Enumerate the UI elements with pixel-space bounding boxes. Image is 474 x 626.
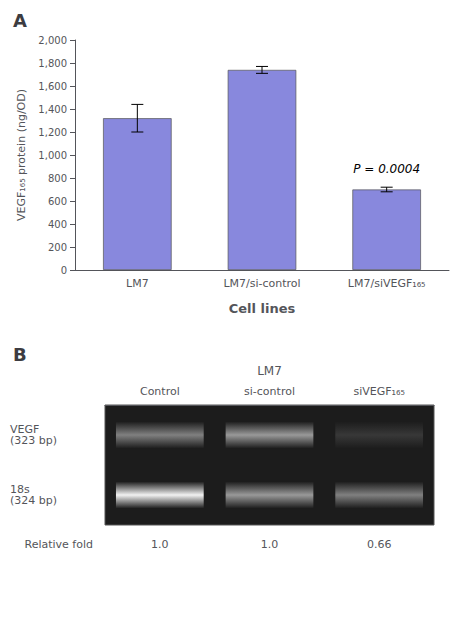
svg-text:0.66: 0.66	[367, 538, 392, 551]
svg-text:1.0: 1.0	[261, 538, 279, 551]
svg-text:LM7: LM7	[257, 364, 282, 378]
svg-text:(324 bp): (324 bp)	[10, 494, 57, 507]
svg-text:A: A	[13, 10, 27, 31]
svg-text:P = 0.0004: P = 0.0004	[353, 162, 420, 176]
svg-text:0: 0	[61, 265, 67, 276]
svg-text:400: 400	[48, 219, 67, 230]
svg-text:Control: Control	[140, 385, 180, 398]
svg-text:600: 600	[48, 196, 67, 207]
svg-text:18s: 18s	[10, 483, 30, 496]
svg-text:1,400: 1,400	[38, 104, 67, 115]
svg-text:1,600: 1,600	[38, 81, 67, 92]
svg-text:(323 bp): (323 bp)	[10, 434, 57, 447]
svg-text:VEGF₁₆₅ protein (ng/OD): VEGF₁₆₅ protein (ng/OD)	[15, 89, 28, 221]
svg-text:LM7/siVEGF₁₆₅: LM7/siVEGF₁₆₅	[348, 277, 426, 290]
svg-text:200: 200	[48, 242, 67, 253]
svg-text:B: B	[13, 344, 27, 365]
svg-text:Cell lines: Cell lines	[229, 301, 296, 316]
svg-text:siVEGF₁₆₅: siVEGF₁₆₅	[353, 385, 404, 398]
svg-text:LM7: LM7	[126, 277, 149, 290]
svg-text:1,800: 1,800	[38, 58, 67, 69]
svg-text:1,000: 1,000	[38, 150, 67, 161]
svg-text:LM7/si-control: LM7/si-control	[223, 277, 300, 290]
svg-text:VEGF: VEGF	[10, 423, 40, 436]
svg-text:Relative fold: Relative fold	[25, 538, 94, 551]
svg-text:1,200: 1,200	[38, 127, 67, 138]
svg-text:1.0: 1.0	[151, 538, 169, 551]
svg-text:800: 800	[48, 173, 67, 184]
svg-text:2,000: 2,000	[38, 35, 67, 46]
svg-text:si-control: si-control	[244, 385, 295, 398]
